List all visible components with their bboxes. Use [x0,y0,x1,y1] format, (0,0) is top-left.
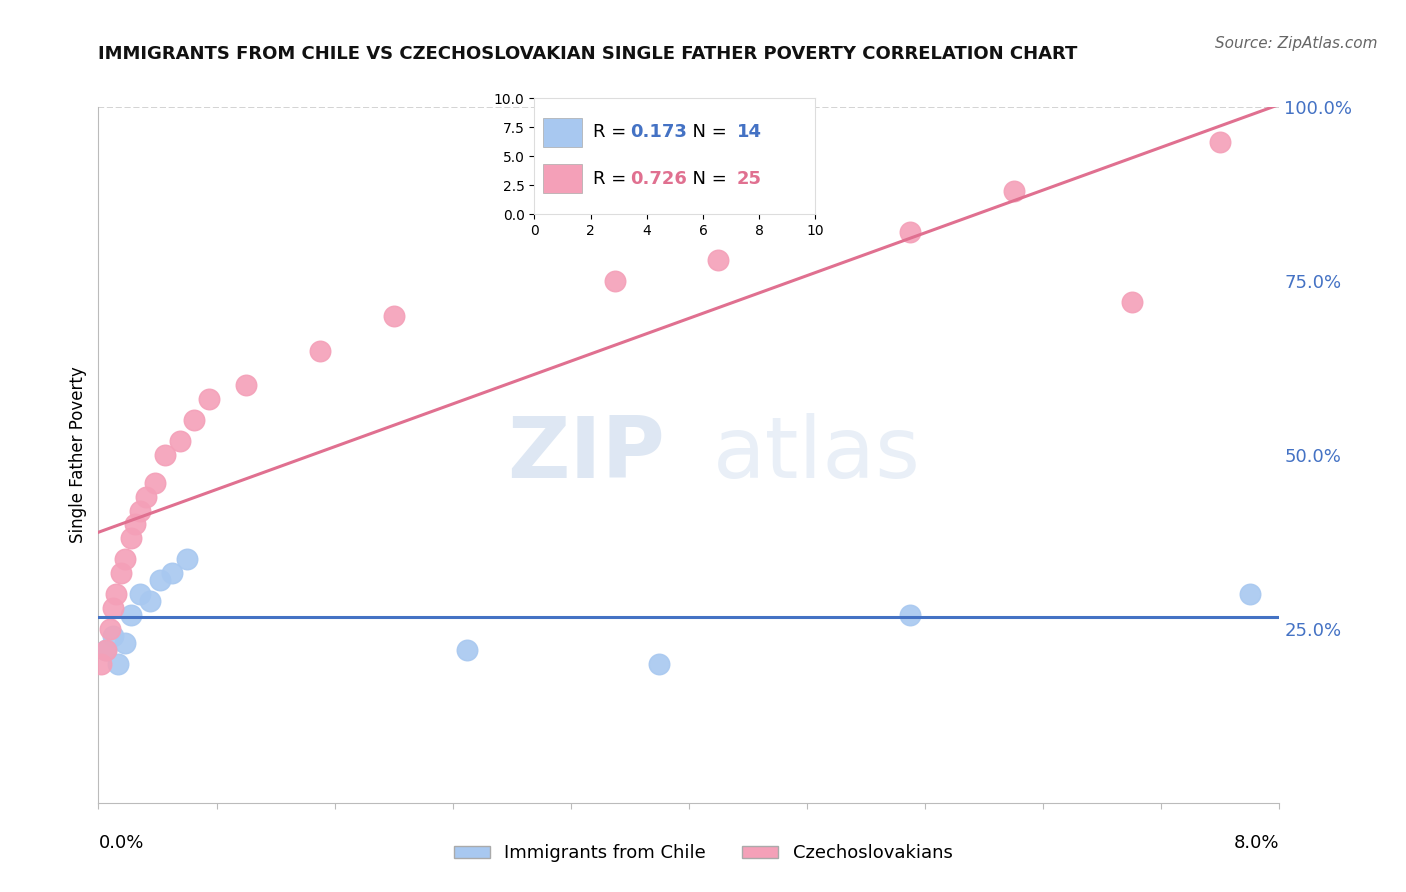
Text: 0.726: 0.726 [630,169,686,187]
Point [110,566,132,581]
Point [648,657,671,671]
FancyBboxPatch shape [543,164,582,194]
Point [139,594,162,608]
Text: 25: 25 [737,169,762,187]
Point [153,448,176,462]
Point [114,552,136,566]
Point [120,532,142,546]
Point [135,490,157,504]
Point [94,642,117,657]
Point [169,434,191,448]
Point [605,274,627,288]
Point [1002,184,1025,198]
Point [98,622,121,636]
Point [143,475,166,490]
Point [183,413,205,427]
Point [309,343,332,358]
Point [1121,294,1143,309]
Text: 0.0%: 0.0% [98,834,143,852]
Text: 14: 14 [737,123,762,141]
Point [900,607,922,622]
Text: ZIP: ZIP [508,413,665,497]
Point [128,503,150,517]
Point [105,587,128,601]
Point [198,392,221,407]
Point [107,657,129,671]
Point [103,629,125,643]
Point [120,607,142,622]
Point [114,636,136,650]
Text: 8.0%: 8.0% [1234,834,1279,852]
Text: Source: ZipAtlas.com: Source: ZipAtlas.com [1215,36,1378,51]
Text: N =: N = [681,169,733,187]
Text: N =: N = [681,123,733,141]
Point [1209,135,1232,149]
Point [124,517,146,532]
Point [900,225,922,239]
Point [382,309,405,323]
Point [1239,587,1261,601]
Point [149,573,172,587]
Text: IMMIGRANTS FROM CHILE VS CZECHOSLOVAKIAN SINGLE FATHER POVERTY CORRELATION CHART: IMMIGRANTS FROM CHILE VS CZECHOSLOVAKIAN… [98,45,1078,62]
Point [94,642,117,657]
Point [176,552,198,566]
Legend: Immigrants from Chile, Czechoslovakians: Immigrants from Chile, Czechoslovakians [446,838,960,870]
Text: R =: R = [593,123,633,141]
Text: atlas: atlas [713,413,921,497]
Point [128,587,150,601]
Point [707,253,730,268]
FancyBboxPatch shape [543,118,582,147]
Point [235,378,257,392]
Text: R =: R = [593,169,633,187]
Text: 0.173: 0.173 [630,123,686,141]
Point [103,601,125,615]
Point [162,566,183,581]
Y-axis label: Single Father Poverty: Single Father Poverty [69,367,87,543]
Point [457,642,479,657]
Point [90,657,112,671]
